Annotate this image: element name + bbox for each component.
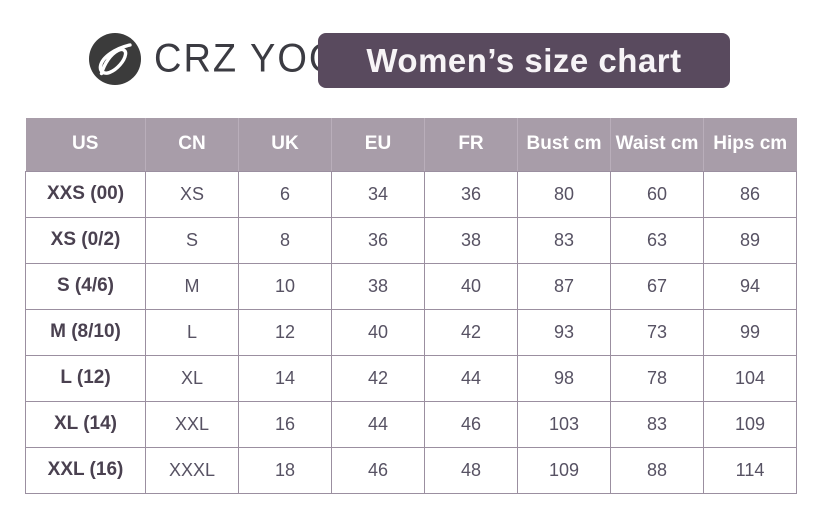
size-value-cell: 38 (331, 262, 425, 310)
size-value-cell: XL (145, 354, 239, 402)
size-value-cell: 88 (610, 446, 704, 494)
page-header: CRZ YOGA Women’s size chart (0, 30, 820, 88)
size-label-cell: XL (14) (25, 400, 146, 448)
crz-yoga-leaf-icon (89, 33, 141, 85)
table-row: M (8/10) L 12 40 42 93 73 99 (25, 308, 797, 356)
size-value-cell: 99 (703, 308, 797, 356)
size-value-cell: 98 (517, 354, 611, 402)
size-chart-table: US CN UK EU FR Bust cm Waist cm Hips cm XXS (00… (25, 118, 797, 494)
size-value-cell: 94 (703, 262, 797, 310)
column-header-hips-cm: Hips cm (703, 118, 797, 172)
size-value-cell: 114 (703, 446, 797, 494)
size-value-cell: 42 (331, 354, 425, 402)
size-value-cell: 42 (424, 308, 518, 356)
column-header-uk: UK (238, 118, 332, 172)
size-value-cell: 86 (703, 170, 797, 218)
size-value-cell: L (145, 308, 239, 356)
table-row: XL (14) XXL 16 44 46 103 83 109 (25, 400, 797, 448)
table-row: L (12) XL 14 42 44 98 78 104 (25, 354, 797, 402)
table-row: XXL (16) XXXL 18 46 48 109 88 114 (25, 446, 797, 494)
size-label-cell: S (4/6) (25, 262, 146, 310)
size-value-cell: XXXL (145, 446, 239, 494)
column-header-bust-cm: Bust cm (517, 118, 611, 172)
size-value-cell: 109 (703, 400, 797, 448)
size-value-cell: 12 (238, 308, 332, 356)
column-header-eu: EU (331, 118, 425, 172)
size-value-cell: 67 (610, 262, 704, 310)
size-value-cell: S (145, 216, 239, 264)
size-value-cell: 44 (331, 400, 425, 448)
size-value-cell: 104 (703, 354, 797, 402)
table-body: XXS (00) XS 6 34 36 80 60 86 XS (0/2) S 8 36 38 83 63 8… (25, 170, 797, 494)
size-value-cell: 46 (331, 446, 425, 494)
size-value-cell: 44 (424, 354, 518, 402)
size-value-cell: 78 (610, 354, 704, 402)
size-value-cell: 40 (424, 262, 518, 310)
table-row: XXS (00) XS 6 34 36 80 60 86 (25, 170, 797, 218)
size-label-cell: L (12) (25, 354, 146, 402)
size-value-cell: 109 (517, 446, 611, 494)
size-label-cell: XS (0/2) (25, 216, 146, 264)
size-value-cell: 103 (517, 400, 611, 448)
size-value-cell: 36 (424, 170, 518, 218)
size-value-cell: 36 (331, 216, 425, 264)
size-value-cell: 8 (238, 216, 332, 264)
size-value-cell: 83 (610, 400, 704, 448)
size-value-cell: 93 (517, 308, 611, 356)
size-value-cell: 60 (610, 170, 704, 218)
column-header-waist-cm: Waist cm (610, 118, 704, 172)
size-value-cell: 40 (331, 308, 425, 356)
table-row: XS (0/2) S 8 36 38 83 63 89 (25, 216, 797, 264)
size-label-cell: XXL (16) (25, 446, 146, 494)
size-value-cell: 89 (703, 216, 797, 264)
size-value-cell: 18 (238, 446, 332, 494)
size-value-cell: 46 (424, 400, 518, 448)
size-value-cell: XXL (145, 400, 239, 448)
size-value-cell: M (145, 262, 239, 310)
size-chart-table-container: US CN UK EU FR Bust cm Waist cm Hips cm XXS (00… (25, 118, 797, 494)
size-value-cell: 80 (517, 170, 611, 218)
size-value-cell: 34 (331, 170, 425, 218)
column-header-us: US (25, 118, 146, 172)
size-value-cell: 10 (238, 262, 332, 310)
size-value-cell: 14 (238, 354, 332, 402)
column-header-cn: CN (145, 118, 239, 172)
column-header-fr: FR (424, 118, 518, 172)
size-value-cell: 38 (424, 216, 518, 264)
table-header-row: US CN UK EU FR Bust cm Waist cm Hips cm (25, 118, 797, 172)
table-row: S (4/6) M 10 38 40 87 67 94 (25, 262, 797, 310)
page-title: Women’s size chart (366, 41, 682, 79)
size-label-cell: M (8/10) (25, 308, 146, 356)
size-value-cell: 87 (517, 262, 611, 310)
size-value-cell: 63 (610, 216, 704, 264)
size-value-cell: 6 (238, 170, 332, 218)
size-value-cell: XS (145, 170, 239, 218)
size-value-cell: 83 (517, 216, 611, 264)
size-value-cell: 16 (238, 400, 332, 448)
size-value-cell: 73 (610, 308, 704, 356)
title-banner: Women’s size chart (318, 33, 730, 88)
size-value-cell: 48 (424, 446, 518, 494)
size-label-cell: XXS (00) (25, 170, 146, 218)
